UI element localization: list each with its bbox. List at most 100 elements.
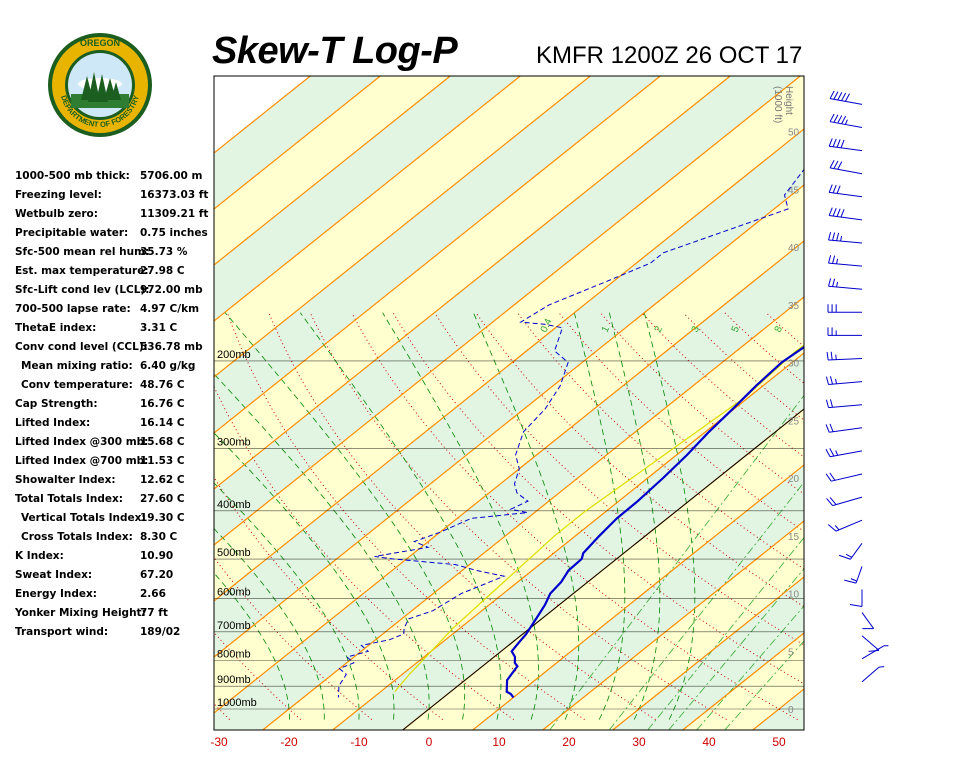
wind-barb-icon	[828, 255, 863, 267]
wind-barb-icon	[826, 351, 863, 361]
pressure-label: 400mb	[217, 499, 251, 511]
isotherm-line	[214, 76, 661, 434]
wind-barb-staff	[829, 98, 863, 105]
wind-barb-flag	[836, 281, 839, 288]
wind-barb-flag	[835, 354, 837, 360]
stat-value: 0.75 inches	[140, 227, 208, 239]
wind-barb-flag	[825, 448, 831, 457]
stat-value: 8.30 C	[140, 531, 178, 543]
stat-label: Showalter Index:	[15, 474, 116, 486]
mixing-ratio-label: 1	[600, 324, 613, 334]
wind-barb-flag	[825, 399, 830, 408]
wind-barb-flag	[837, 115, 843, 124]
height-tick-label: 30	[788, 359, 800, 370]
stat-label: Yonker Mixing Height:	[15, 607, 146, 619]
wind-barb-flag	[829, 448, 835, 457]
stat-value: 16.76 C	[140, 398, 185, 410]
stat-label: Wetbulb zero:	[15, 208, 98, 220]
wind-barb-flag	[828, 232, 832, 241]
wind-barb-flag	[825, 376, 830, 385]
height-axis-label: (1000 ft)	[772, 86, 783, 123]
wind-barb-flag	[836, 185, 841, 194]
wind-barb-staff	[828, 239, 863, 244]
stat-value: 189/02	[140, 626, 181, 638]
wind-barb-icon	[828, 278, 863, 290]
wind-barb-staff	[828, 381, 863, 386]
wind-barb-icon	[828, 207, 863, 221]
freezing-isotherm-line	[402, 408, 804, 730]
stat-row: Precipitable water: 0.75 inches	[15, 227, 215, 246]
height-tick-label: 50	[788, 128, 800, 139]
stat-row: Sfc-500 mean rel hum: 35.73 %	[15, 246, 215, 265]
wind-barb-icon	[825, 472, 863, 482]
stat-label: Lifted Index @700 mb:	[15, 455, 149, 467]
stat-value: 67.20	[140, 569, 174, 581]
wind-barb-icon	[825, 399, 863, 409]
pressure-label: 900mb	[217, 674, 251, 686]
stat-value: 4.97 C/km	[140, 303, 200, 315]
wind-barb-staff	[829, 427, 863, 433]
wind-barb-flag	[850, 578, 858, 582]
parcel-trace	[394, 344, 804, 693]
wind-barb-staff	[829, 121, 863, 128]
height-tick-label: 35	[788, 301, 800, 312]
wind-barb-icon	[829, 160, 863, 175]
stat-label: 700-500 lapse rate:	[15, 303, 131, 315]
stat-row: Lifted Index @700 mb: 11.53 C	[15, 455, 215, 474]
wind-barb-flag	[832, 184, 837, 194]
mixing-ratio-label: 3	[690, 324, 703, 334]
dry-adiabat-line	[351, 312, 798, 721]
stat-label: Total Totals Index:	[15, 493, 123, 505]
x-tick-label: 20	[562, 735, 576, 749]
pressure-label: 500mb	[217, 547, 251, 559]
height-tick-label: 40	[788, 243, 800, 254]
stat-row: Transport wind: 189/02	[15, 626, 215, 645]
sounding-indices-panel: 1000-500 mb thick: 5706.00 m Freezing leve…	[15, 170, 215, 645]
wind-barb-staff	[829, 215, 863, 221]
wind-barb-flag	[849, 604, 863, 607]
stat-value: 15.68 C	[140, 436, 185, 448]
stat-value: 6.40 g/kg	[140, 360, 196, 372]
wind-barb-flag	[825, 424, 830, 433]
stat-label: Lifted Index:	[15, 417, 91, 429]
wind-barb-icon	[827, 327, 862, 336]
stat-label: Sfc-500 mean rel hum:	[15, 246, 150, 258]
wind-barb-icon	[838, 543, 863, 560]
wind-barb-staff	[828, 285, 863, 290]
stat-row: Lifted Index: 16.14 C	[15, 417, 215, 436]
stat-label: Sweat Index:	[15, 569, 93, 581]
wind-barb-flag	[829, 399, 834, 408]
wind-barb-flag	[832, 278, 836, 287]
wind-barb-icon	[825, 376, 863, 386]
x-tick-label: -20	[280, 735, 298, 749]
mixing-ratio-line	[668, 568, 804, 730]
moist-adiabat-line	[214, 572, 290, 720]
wind-barb-flag	[828, 207, 833, 216]
stat-label: Sfc-Lift cond lev (LCL):	[15, 284, 150, 296]
wind-barb-flag	[835, 378, 838, 384]
x-tick-label: -30	[210, 735, 228, 749]
wind-barb-icon	[828, 232, 863, 244]
isotherm-line	[612, 576, 804, 730]
isotherm-line	[214, 76, 731, 490]
moist-adiabat-line	[214, 528, 325, 720]
wind-barb-staff	[829, 191, 863, 198]
wind-barb-icon	[829, 90, 863, 105]
stat-label: Cross Totals Index:	[21, 531, 133, 543]
dry-adiabat-line	[214, 631, 302, 720]
x-tick-label: 30	[632, 735, 646, 749]
x-tick-label: -10	[350, 735, 368, 749]
wind-barb-flag	[828, 255, 832, 264]
moist-adiabat-line	[214, 432, 395, 720]
stat-row: Est. max temperature: 27.98 C	[15, 265, 215, 284]
wind-barb-staff	[849, 543, 863, 560]
isotherm-band	[214, 129, 804, 657]
wind-barb-flag	[840, 209, 845, 218]
temperature-trace	[505, 345, 804, 699]
wind-barb-flag	[828, 138, 833, 147]
wind-barb-flag	[836, 139, 841, 148]
stat-value: 11.53 C	[140, 455, 185, 467]
wind-barb-flag	[834, 525, 840, 531]
stat-value: 77 ft	[140, 607, 168, 619]
